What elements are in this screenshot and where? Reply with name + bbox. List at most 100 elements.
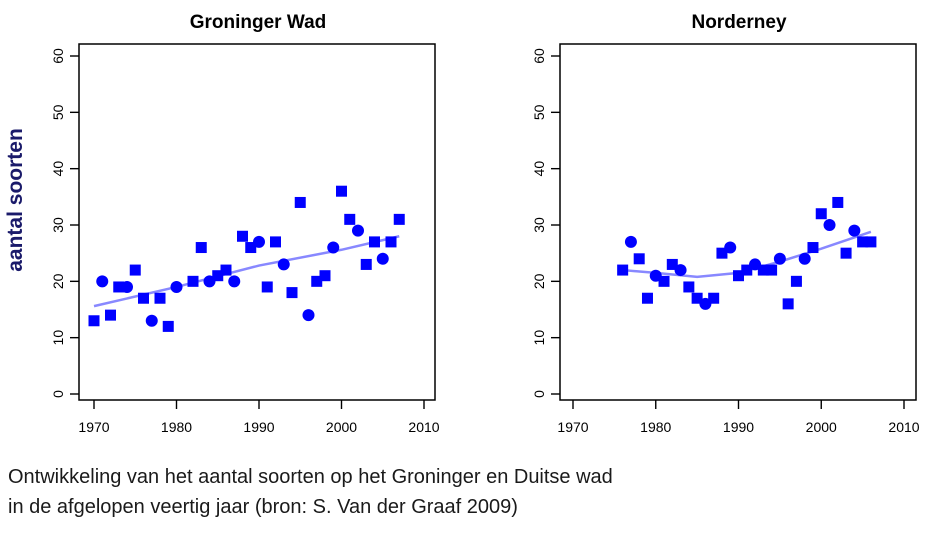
data-point (336, 185, 347, 197)
x-tick-label: 1980 (640, 419, 671, 435)
data-point (212, 270, 224, 282)
data-point (716, 247, 728, 259)
data-point (261, 281, 273, 293)
x-tick-label: 1970 (557, 419, 588, 435)
data-point (170, 280, 183, 293)
y-tick-label: 10 (50, 330, 66, 346)
x-tick-label: 2010 (408, 419, 439, 435)
data-point (823, 219, 836, 231)
data-point (848, 224, 861, 237)
data-point (154, 292, 166, 304)
data-point (790, 275, 802, 287)
data-point (286, 287, 298, 299)
caption-line-1: Ontwikkeling van het aantal soorten op h… (8, 466, 613, 488)
x-tick-label: 1990 (243, 419, 274, 435)
data-point (327, 241, 340, 254)
plot-frame (78, 43, 436, 401)
data-point (741, 264, 753, 276)
data-point (773, 252, 786, 265)
data-point (195, 242, 207, 254)
chart-title: Norderney (691, 12, 786, 33)
data-point (96, 275, 109, 288)
data-point (724, 241, 737, 254)
data-point (691, 292, 703, 304)
data-point (360, 258, 372, 270)
data-point (376, 252, 389, 265)
data-point (624, 235, 637, 248)
data-point (766, 264, 778, 276)
y-tick-label: 0 (531, 390, 547, 398)
data-point (633, 253, 645, 265)
data-point (617, 264, 629, 276)
data-point (138, 292, 149, 304)
data-layer: 1970 1980 1990 2000 2010 0 10 20 30 40 50 60 (50, 48, 440, 435)
caption-line-2: in de afgelopen veertig jaar (bron: S. V… (8, 496, 518, 518)
data-point (857, 236, 869, 248)
data-point (782, 298, 794, 310)
data-point (369, 236, 380, 248)
x-tick-label: 2000 (806, 419, 837, 435)
data-point (733, 270, 744, 282)
data-point (302, 309, 315, 322)
data-point (865, 236, 877, 248)
y-tick-label: 60 (50, 48, 66, 64)
y-tick-label: 20 (50, 273, 66, 289)
y-tick-label: 40 (50, 161, 66, 177)
data-point (113, 281, 125, 293)
data-point (294, 196, 306, 208)
data-point (277, 258, 290, 271)
data-point (674, 264, 687, 277)
data-point (319, 270, 331, 282)
data-point (220, 264, 232, 276)
data-point (708, 292, 720, 304)
data-point (228, 275, 241, 288)
data-point (311, 275, 323, 287)
data-point (666, 258, 678, 270)
data-point (270, 236, 281, 248)
x-tick-label: 1980 (161, 419, 192, 435)
data-point (641, 292, 653, 304)
y-axis-label: aantal soorten (4, 128, 27, 272)
data-point (840, 247, 852, 259)
data-point (344, 213, 356, 225)
y-tick-label: 50 (531, 104, 547, 120)
data-point (815, 208, 827, 220)
panel-norderney: Norderney 1970 1980 1990 2000 2010 0 10 20 30 40 5… (531, 12, 920, 435)
data-point (832, 196, 844, 208)
panel-groninger-wad: Groninger Wad 1970 1980 1990 2000 2010 0 10 20 3… (50, 12, 440, 435)
data-point (393, 213, 405, 225)
y-tick-label: 20 (531, 273, 547, 289)
y-tick-label: 60 (531, 48, 547, 64)
data-point (187, 275, 199, 287)
y-tick-label: 40 (531, 161, 547, 177)
y-tick-label: 0 (50, 390, 66, 398)
x-tick-label: 1990 (723, 419, 754, 435)
chart-title: Groninger Wad (190, 12, 327, 33)
data-point (88, 315, 100, 327)
data-point (105, 309, 116, 321)
y-tick-label: 30 (50, 217, 66, 233)
figure: aantal soorten Groninger Wad 1970 1980 199… (4, 12, 920, 435)
data-point (683, 281, 695, 293)
data-point (352, 224, 364, 237)
x-tick-label: 2010 (888, 419, 919, 435)
data-point (798, 252, 811, 265)
data-layer: 1970 1980 1990 2000 2010 0 10 20 30 40 50 60 (531, 48, 920, 435)
data-point (121, 280, 133, 293)
data-point (245, 242, 257, 254)
data-point (162, 320, 174, 332)
x-tick-label: 1970 (78, 419, 109, 435)
data-point (385, 236, 397, 248)
data-point (807, 242, 819, 254)
y-tick-label: 30 (531, 217, 547, 233)
data-point (253, 235, 265, 248)
data-point (237, 230, 248, 242)
data-point (129, 264, 141, 276)
x-tick-label: 2000 (326, 419, 357, 435)
data-point (757, 264, 769, 276)
data-point (658, 275, 670, 287)
data-point (145, 314, 158, 327)
y-tick-label: 10 (531, 330, 547, 346)
plot-frame (559, 43, 917, 401)
y-tick-label: 50 (50, 104, 66, 120)
